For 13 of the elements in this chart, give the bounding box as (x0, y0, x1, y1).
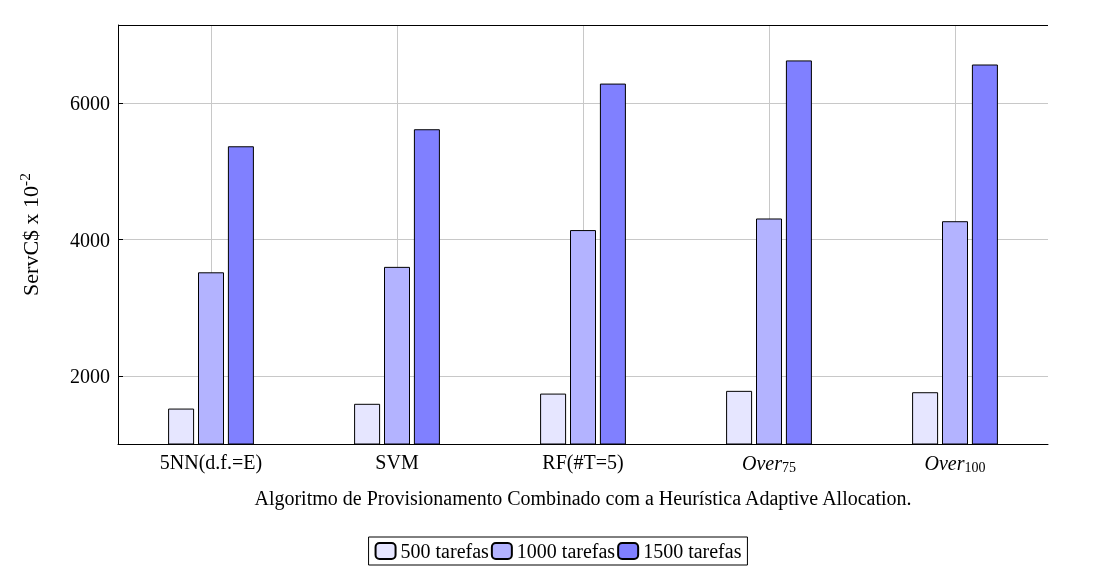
x-tick-label: SVM (375, 451, 419, 473)
y-tick-label: 6000 (70, 92, 110, 115)
y-axis-title: ServC$ x 10-2 (16, 173, 43, 296)
legend-label: 1500 tarefas (643, 540, 742, 562)
x-axis-title: Algoritmo de Provisionamento Combinado com a Heurística Adaptive Allocation. (254, 487, 912, 510)
x-tick-label: Over100 (924, 452, 986, 475)
y-tick-label: 4000 (70, 228, 110, 251)
legend-label: 500 tarefas (400, 540, 490, 562)
legend-label: 1000 tarefas (516, 540, 616, 562)
x-tick-label: RF(#T=5) (542, 451, 624, 474)
y-tick-label: 2000 (70, 364, 110, 387)
x-tick-label: 5NN(d.f.=E) (159, 451, 263, 474)
x-tick-label: Over75 (742, 452, 796, 475)
